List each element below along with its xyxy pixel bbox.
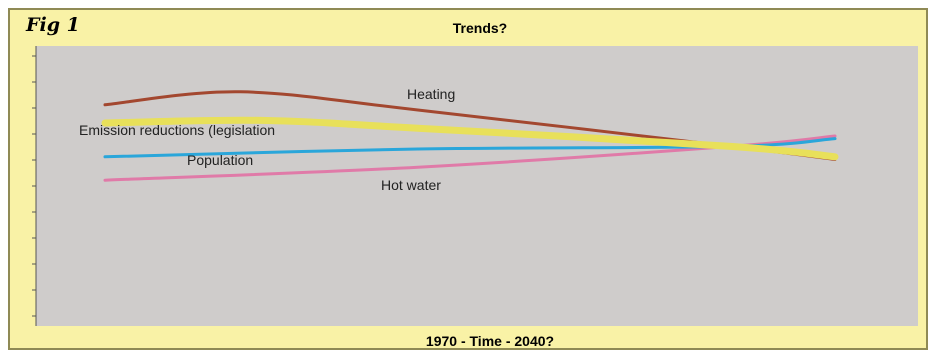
series-label-population: Population: [187, 152, 253, 168]
y-axis-ticks: [32, 55, 36, 317]
series-label-emission-reductions: Emission reductions (legislation: [79, 122, 275, 138]
x-axis-label: 1970 - Time - 2040?: [425, 333, 555, 349]
series-line-hot-water: [103, 134, 837, 182]
series-lines: [101, 90, 839, 182]
chart-title: Trends?: [452, 20, 508, 36]
series-label-heating: Heating: [407, 86, 455, 102]
series-line-population: [103, 137, 837, 159]
figure-label: Fig 1: [26, 14, 80, 36]
plot-area: [36, 46, 918, 326]
series-label-hot-water: Hot water: [381, 177, 441, 193]
series-line-emission-reductions-legislation: [101, 116, 839, 161]
